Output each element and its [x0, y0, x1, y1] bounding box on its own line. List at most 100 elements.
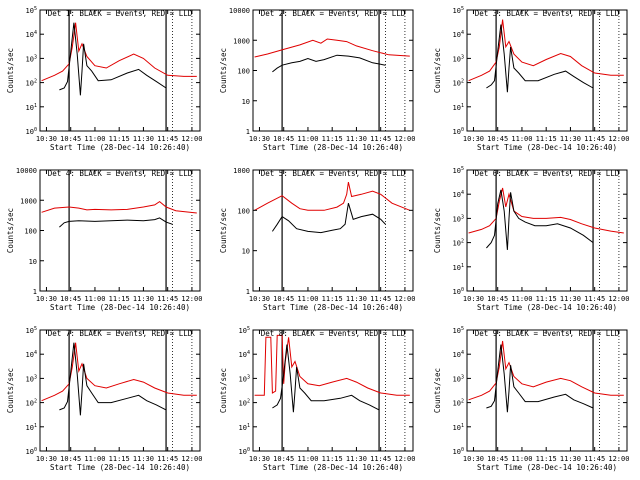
plot-frame — [252, 9, 414, 132]
x-tick-label: 11:45 — [370, 455, 391, 463]
x-tick-label: 11:00 — [84, 455, 105, 463]
y-tick-label: 1 — [246, 128, 250, 136]
x-tick-label: 10:30 — [463, 455, 484, 463]
x-tick-label: 11:30 — [560, 135, 581, 143]
y-tick-label: 105 — [239, 326, 250, 335]
x-tick-label: 11:00 — [297, 135, 318, 143]
y-tick-label: 10 — [242, 248, 250, 256]
x-tick-label: 11:45 — [370, 135, 391, 143]
chart-title: Det 4: BLACK = Events, RED = LLD — [48, 169, 193, 178]
chart-panel: 1 10 100 1000 10000 10:30 10:45 11:00 11:15 11:30… — [219, 7, 415, 152]
x-axis-label: Start Time (28-Dec-14 10:26:40) — [263, 143, 403, 152]
y-tick-label: 102 — [453, 399, 464, 408]
series-line — [272, 54, 386, 73]
series-line — [59, 342, 167, 416]
x-axis-label: Start Time (28-Dec-14 10:26:40) — [50, 303, 190, 312]
x-tick-label: 10:30 — [249, 295, 270, 303]
y-axis-label: Counts/sec — [6, 368, 15, 413]
x-tick-label: 11:15 — [109, 295, 130, 303]
y-tick-label: 105 — [453, 326, 464, 335]
y-tick-label: 10000 — [229, 7, 250, 15]
y-tick-label: 103 — [26, 374, 37, 383]
x-axis-label: Start Time (28-Dec-14 10:26:40) — [50, 143, 190, 152]
x-tick-label: 11:45 — [370, 295, 391, 303]
y-axis-label: Counts/sec — [433, 208, 442, 253]
series-line — [468, 340, 624, 401]
x-axis-label: Start Time (28-Dec-14 10:26:40) — [477, 463, 617, 472]
x-tick-label: 12:00 — [394, 455, 415, 463]
series-line — [254, 334, 410, 396]
x-tick-label: 11:45 — [584, 295, 605, 303]
series-line — [486, 344, 594, 413]
chart-title: Det 9: BLACK = Events, RED = LLD — [475, 329, 620, 338]
chart-title: Det 1: BLACK = Events, RED = LLD — [48, 9, 193, 18]
plot-frame — [466, 9, 628, 132]
x-tick-label: 11:15 — [322, 295, 343, 303]
y-axis-label: Counts/sec — [219, 368, 228, 413]
plot-frame — [466, 329, 628, 452]
x-tick-label: 11:15 — [109, 135, 130, 143]
series-line — [41, 22, 197, 82]
y-tick-label: 10000 — [16, 167, 37, 175]
y-tick-label: 10 — [242, 98, 250, 106]
x-axis-label: Start Time (28-Dec-14 10:26:40) — [263, 303, 403, 312]
x-tick-label: 11:30 — [560, 295, 581, 303]
y-axis-label: Counts/sec — [433, 368, 442, 413]
x-tick-label: 11:45 — [157, 455, 178, 463]
y-tick-label: 101 — [26, 423, 37, 432]
chart-title: Det 7: BLACK = Events, RED = LLD — [48, 329, 193, 338]
x-tick-label: 10:45 — [487, 455, 508, 463]
x-tick-label: 11:00 — [511, 455, 532, 463]
series-line — [59, 217, 173, 228]
x-axis-label: Start Time (28-Dec-14 10:26:40) — [50, 463, 190, 472]
x-tick-label: 10:45 — [60, 455, 81, 463]
plot-frame — [466, 169, 628, 292]
y-tick-label: 104 — [239, 350, 250, 359]
x-tick-label: 11:30 — [346, 135, 367, 143]
y-tick-label: 105 — [453, 166, 464, 175]
y-tick-label: 100 — [237, 207, 250, 215]
y-tick-label: 102 — [453, 239, 464, 248]
y-tick-label: 100 — [24, 228, 37, 236]
x-tick-label: 11:45 — [584, 135, 605, 143]
series-line — [468, 19, 624, 82]
x-tick-label: 10:45 — [273, 455, 294, 463]
chart-title: Det 2: BLACK = Events, RED = LLD — [261, 9, 406, 18]
y-tick-label: 104 — [26, 30, 37, 39]
x-tick-label: 10:45 — [273, 295, 294, 303]
y-tick-label: 1000 — [233, 167, 250, 175]
x-tick-label: 11:15 — [536, 135, 557, 143]
y-tick-label: 102 — [26, 79, 37, 88]
y-tick-label: 101 — [453, 423, 464, 432]
x-tick-label: 12:00 — [608, 135, 629, 143]
x-tick-label: 11:30 — [346, 295, 367, 303]
y-tick-label: 102 — [26, 399, 37, 408]
y-tick-label: 102 — [239, 399, 250, 408]
x-tick-label: 11:00 — [511, 135, 532, 143]
x-tick-label: 10:30 — [249, 455, 270, 463]
x-tick-label: 12:00 — [394, 295, 415, 303]
y-tick-label: 102 — [453, 79, 464, 88]
series-line — [254, 181, 410, 211]
y-tick-label: 1000 — [20, 197, 37, 205]
y-tick-label: 1 — [246, 288, 250, 296]
y-tick-label: 101 — [26, 103, 37, 112]
chart-title: Det 6: BLACK = Events, RED = LLD — [475, 169, 620, 178]
x-tick-label: 10:30 — [36, 295, 57, 303]
y-tick-label: 100 — [26, 447, 37, 456]
x-tick-label: 10:30 — [36, 455, 57, 463]
x-tick-label: 11:30 — [560, 455, 581, 463]
x-axis-label: Start Time (28-Dec-14 10:26:40) — [477, 143, 617, 152]
x-tick-label: 10:45 — [487, 295, 508, 303]
chart-title: Det 5: BLACK = Events, RED = LLD — [261, 169, 406, 178]
x-tick-label: 11:00 — [511, 295, 532, 303]
x-tick-label: 11:45 — [584, 455, 605, 463]
y-tick-label: 103 — [26, 54, 37, 63]
y-axis-label: Counts/sec — [219, 208, 228, 253]
y-tick-label: 104 — [453, 30, 464, 39]
